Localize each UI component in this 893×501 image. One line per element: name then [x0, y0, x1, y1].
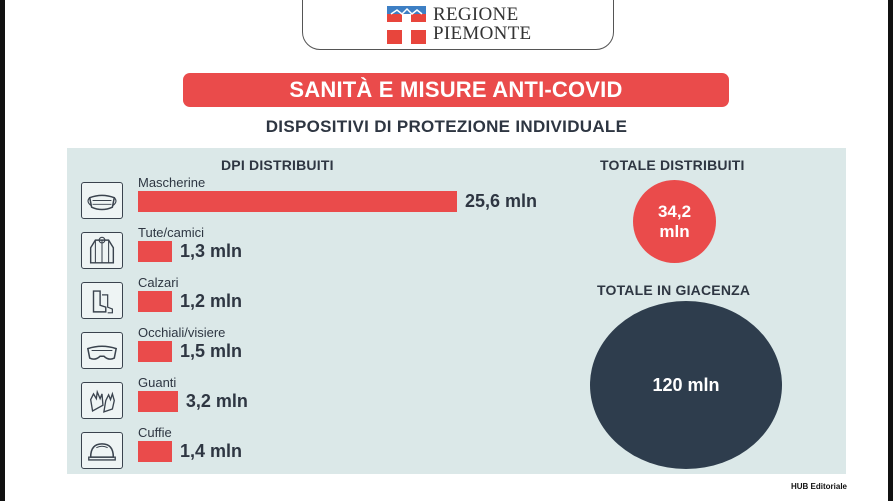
bar-value-label: 25,6 mln — [465, 191, 538, 211]
cap-icon — [81, 432, 123, 469]
bar — [138, 391, 178, 412]
bar-label: Calzari — [138, 275, 179, 290]
shoe-covers-icon — [81, 282, 123, 319]
credit-text: HUB Editoriale — [791, 482, 848, 491]
face-mask-icon — [81, 182, 123, 219]
bar-label: Guanti — [138, 375, 177, 390]
bar-label: Occhiali/visiere — [138, 325, 226, 340]
total-distributed-circle: 34,2 mln — [633, 180, 716, 263]
regione-piemonte-emblem-icon — [387, 6, 426, 44]
total-stock-value: 120 mln — [652, 374, 720, 395]
bar — [138, 191, 457, 212]
total-distributed-value: 34,2 mln — [657, 201, 692, 241]
page-subtitle: DISPOSITIVI DI PROTEZIONE INDIVIDUALE — [265, 117, 628, 136]
logo-text: REGIONE PIEMONTE — [433, 5, 531, 43]
bar-label: Cuffie — [138, 425, 172, 440]
logo-line-2: PIEMONTE — [433, 23, 532, 44]
left-border — [0, 0, 5, 501]
goggles-icon — [81, 332, 123, 369]
bar — [138, 341, 172, 362]
protective-gown-icon — [81, 232, 123, 269]
bar-value-label: 3,2 mln — [185, 391, 248, 411]
bar — [138, 441, 172, 462]
total-stock-label: TOTALE IN GIACENZA — [597, 282, 751, 298]
total-stock-circle: 120 mln — [590, 301, 782, 469]
gloves-icon — [81, 382, 123, 419]
bar-value-label: 1,5 mln — [180, 341, 243, 361]
bar-label: Mascherine — [138, 175, 206, 190]
logo-box: REGIONE PIEMONTE — [302, 0, 614, 50]
bar-value-label: 1,4 mln — [180, 441, 243, 461]
banner-title: SANITÀ E MISURE ANTI-COVID — [183, 73, 729, 107]
logo-line-1: REGIONE — [433, 4, 519, 25]
bar-value-label: 1,3 mln — [180, 241, 243, 261]
bar — [138, 241, 172, 262]
total-distributed-label: TOTALE DISTRIBUITI — [600, 157, 745, 173]
right-border — [888, 0, 893, 501]
bar — [138, 291, 172, 312]
chart-title: DPI DISTRIBUITI — [221, 157, 334, 173]
bar-label: Tute/camici — [138, 225, 204, 240]
bar-value-label: 1,2 mln — [180, 291, 243, 311]
